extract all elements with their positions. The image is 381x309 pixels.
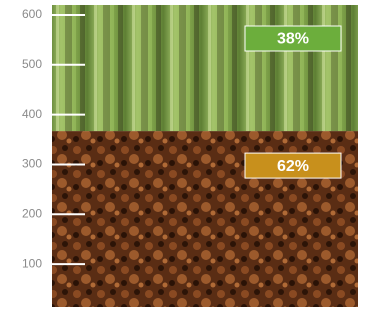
y-tick-label: 400 [22,107,42,121]
chart: 100 200 300 400 500 600 62% 38% [0,0,381,309]
segment-label: 62% [277,158,309,175]
bar-segment [52,5,358,131]
y-tick-label: 200 [22,206,42,220]
y-tick-label: 500 [22,57,42,71]
y-tick-label: 100 [22,256,42,270]
y-tick-label: 600 [22,7,42,21]
y-tick-label: 300 [22,157,42,171]
segment-label: 38% [277,31,309,48]
